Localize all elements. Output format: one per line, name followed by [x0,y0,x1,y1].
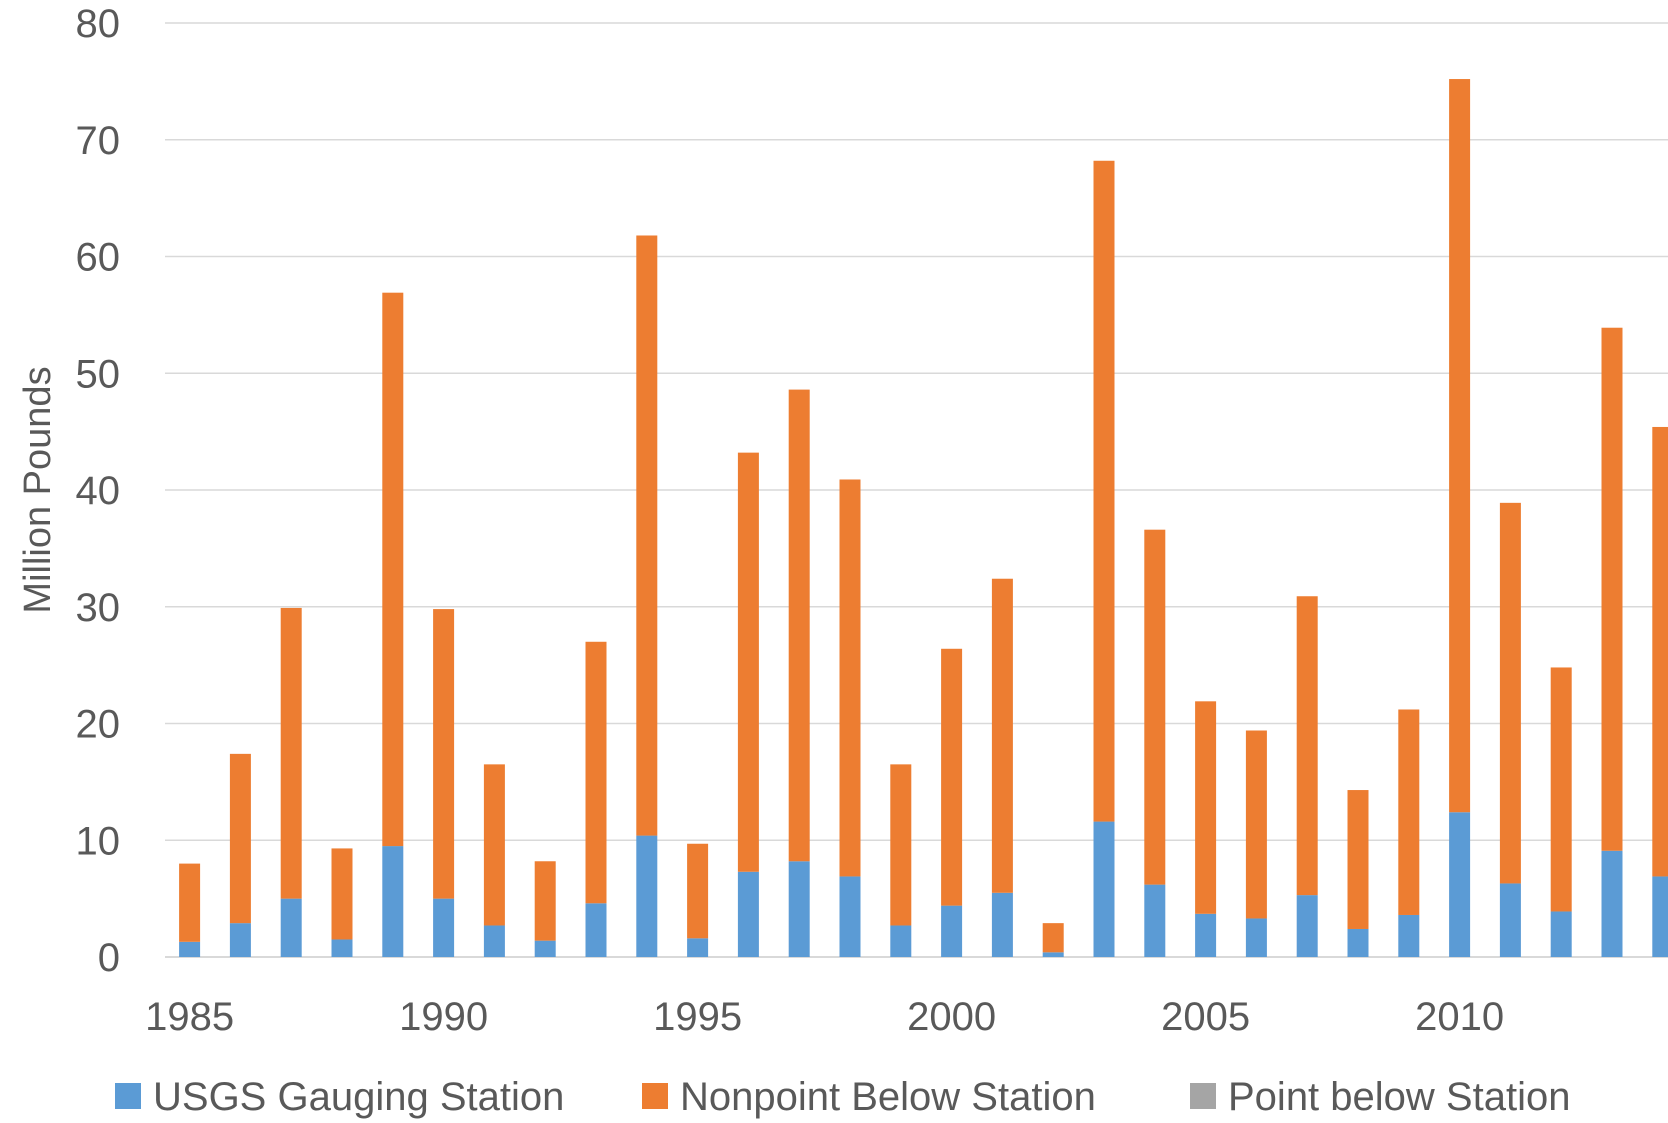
y-tick-label: 30 [76,586,121,630]
y-tick-label: 70 [76,119,121,163]
legend-label: Point below Station [1228,1075,1570,1119]
bar-2009-series-1 [1398,709,1420,915]
bar-2003-series-1 [1093,160,1115,822]
bar-2006-series-1 [1245,730,1267,919]
bar-1992-series-1 [534,861,556,941]
bar-2014-series-1 [1652,426,1668,877]
legend-item-1: Nonpoint Below Station [642,1075,1096,1119]
y-tick-label: 60 [76,236,121,280]
bar-2009-series-0 [1398,914,1420,957]
bars [179,79,1668,958]
bar-1998-series-1 [839,479,861,877]
legend-swatch [115,1083,141,1109]
bar-1986-series-0 [229,923,251,957]
bar-1990-series-1 [433,609,455,899]
bar-2001-series-1 [991,578,1013,893]
bar-1991-series-0 [483,925,505,957]
y-tick-label: 0 [98,936,120,980]
bar-2012-series-0 [1550,911,1572,957]
bar-2006-series-0 [1245,918,1267,957]
bar-1991-series-1 [483,764,505,926]
bar-2000-series-0 [941,905,963,957]
axes: Million Pounds 0 10 20 30 40 50 60 70 80 1985 1990… [17,2,1504,1039]
bar-2011-series-0 [1499,883,1521,957]
bar-1989-series-0 [382,846,404,957]
y-tick-label: 20 [76,703,121,747]
x-tick-label: 2000 [907,995,996,1039]
bar-1999-series-1 [890,764,912,926]
bar-2013-series-1 [1601,327,1623,851]
legend-label: USGS Gauging Station [153,1075,564,1119]
bar-2012-series-1 [1550,667,1572,912]
bar-1993-series-1 [585,641,607,904]
bar-2013-series-0 [1601,850,1623,957]
bar-2011-series-1 [1499,502,1521,884]
x-tick-label: 1990 [399,995,488,1039]
bar-2004-series-1 [1144,529,1166,885]
legend-item-2: Point below Station [1190,1075,1570,1119]
bar-2003-series-0 [1093,821,1115,957]
bar-2005-series-1 [1195,701,1217,914]
bar-1994-series-1 [636,235,658,836]
bar-1997-series-0 [788,861,810,957]
legend-swatch [642,1083,668,1109]
bar-1988-series-1 [331,848,353,940]
bar-1996-series-0 [737,871,759,957]
bar-2008-series-1 [1347,790,1369,929]
bar-2007-series-1 [1296,596,1318,896]
bar-2010-series-1 [1449,79,1471,813]
bar-1994-series-0 [636,835,658,957]
x-tick-label: 1985 [145,995,234,1039]
bar-2000-series-1 [941,648,963,906]
bar-2001-series-0 [991,892,1013,957]
bar-1993-series-0 [585,903,607,957]
bar-1989-series-1 [382,292,404,847]
bar-1988-series-0 [331,939,353,957]
bar-2008-series-0 [1347,928,1369,957]
bar-1986-series-1 [229,753,251,924]
bar-1992-series-0 [534,940,556,957]
bar-1995-series-0 [687,938,709,957]
bar-1998-series-0 [839,876,861,957]
bar-2014-series-0 [1652,876,1668,957]
bar-2002-series-0 [1042,952,1064,957]
bar-1997-series-1 [788,389,810,862]
y-tick-label: 10 [76,819,121,863]
bar-1985-series-1 [179,863,201,942]
legend-item-0: USGS Gauging Station [115,1075,564,1119]
x-tick-label: 2010 [1415,995,1504,1039]
legend-label: Nonpoint Below Station [680,1075,1096,1119]
bar-2004-series-0 [1144,884,1166,957]
bar-1996-series-1 [737,452,759,872]
bar-1990-series-0 [433,898,455,958]
bar-1985-series-0 [179,941,201,957]
bar-1995-series-1 [687,843,709,939]
bar-2002-series-1 [1042,923,1064,953]
x-tick-label: 2005 [1161,995,1250,1039]
bar-1999-series-0 [890,925,912,957]
legend-swatch [1190,1083,1216,1109]
bar-2010-series-0 [1449,812,1471,957]
y-tick-label: 40 [76,469,121,513]
y-tick-label: 80 [76,2,121,46]
y-axis-title: Million Pounds [17,366,59,613]
bar-2007-series-0 [1296,895,1318,957]
x-tick-label: 1995 [653,995,742,1039]
bar-1987-series-1 [280,607,302,899]
bar-2005-series-0 [1195,913,1217,957]
y-tick-label: 50 [76,352,121,396]
bar-1987-series-0 [280,898,302,958]
legend: USGS Gauging Station Nonpoint Below Stati… [115,1075,1570,1119]
